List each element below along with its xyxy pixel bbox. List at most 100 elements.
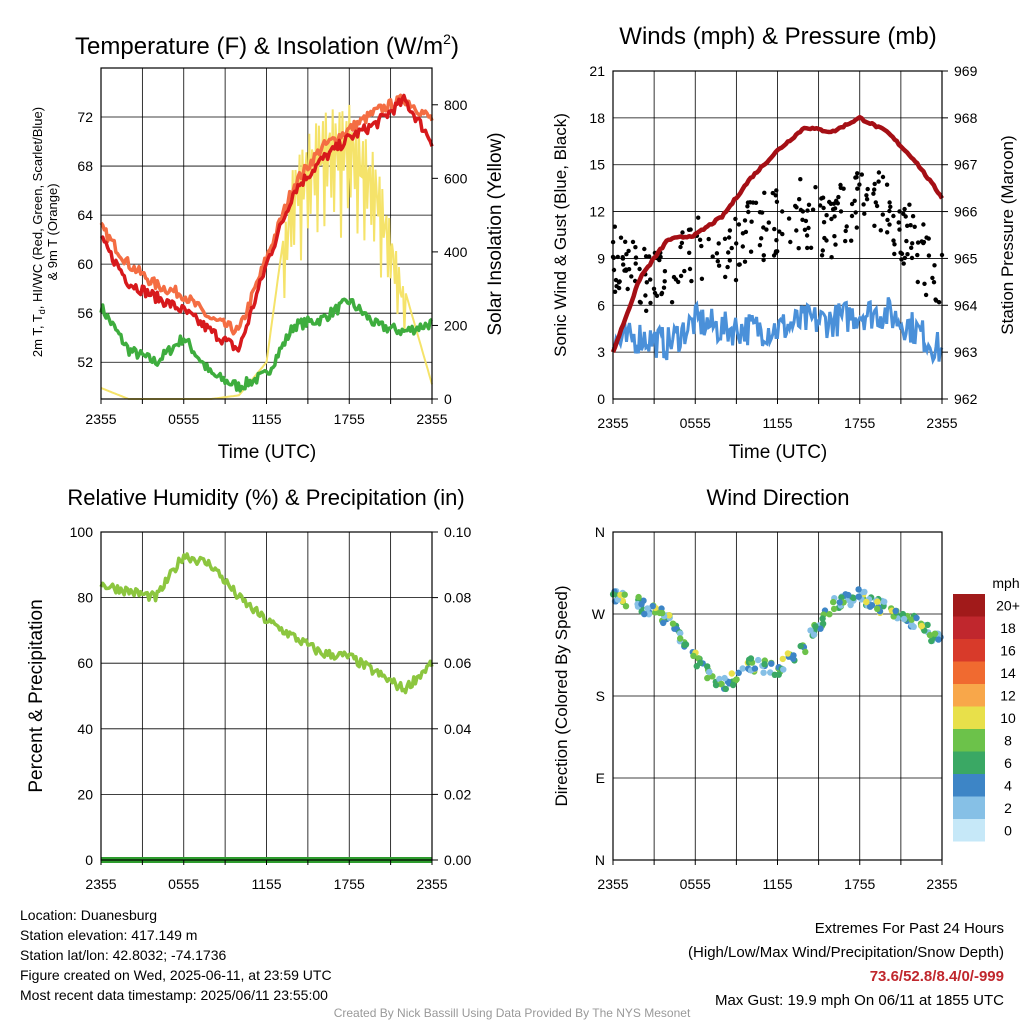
gust-point [832,214,837,219]
rh-line [99,552,434,695]
gust-point [749,219,754,224]
gust-point [896,220,901,225]
gust-point [849,238,854,243]
gust-point [808,245,814,250]
y-tick-label-right: 967 [954,157,978,173]
gust-point [853,210,858,215]
colorbar-swatch [953,684,985,707]
sonic-wind-line [611,296,944,365]
x-tick-label: 1755 [334,876,365,892]
y-tick-label-left: 9 [597,250,605,266]
gust-point [679,240,685,246]
gust-point [780,209,785,214]
direction-point [819,615,826,622]
direction-point [716,675,723,683]
y-tick-label-right: 963 [954,344,978,360]
gust-point [872,187,877,192]
gust-point [644,280,649,285]
gust-point [662,269,668,274]
gust-point [729,245,734,251]
colorbar-label: 10 [1000,710,1016,726]
y-tick-label-left: 52 [77,354,93,370]
x-tick-label: 1155 [762,876,792,892]
gust-point [710,254,715,259]
wind-direction-title: Wind Direction [706,485,849,510]
gust-point [910,241,915,246]
direction-point [830,598,837,606]
gust-point [887,200,892,205]
direction-point [790,655,797,662]
gust-point [871,191,876,196]
gust-point [714,251,720,256]
y-tick-label-right: 800 [444,97,468,113]
gust-point [727,258,732,263]
gust-point [743,229,749,235]
gust-point [633,245,638,250]
gust-point [788,239,793,245]
gust-point [922,281,927,286]
gust-point [637,266,642,272]
direction-point [913,614,920,622]
colorbar-label: 16 [1000,642,1016,658]
direction-point [779,655,786,663]
station-location: Location: Duanesburg [20,907,157,923]
gust-point [833,242,838,247]
gust-point [861,202,866,207]
gust-point [855,171,860,176]
gust-point [794,205,799,210]
y-tick-label-left: 15 [589,157,605,173]
gust-point [887,222,892,227]
gust-point [924,235,929,240]
gust-point [736,222,742,227]
gust-point [733,216,738,222]
gust-point [689,278,694,284]
gust-point [633,255,639,260]
gust-point [658,254,663,260]
gust-point [829,216,834,222]
gust-point [662,279,667,284]
gust-point [854,225,859,230]
direction-point [755,656,762,664]
gust-point [864,193,869,198]
direction-point [641,610,648,618]
gust-point [623,239,628,244]
direction-point [706,668,713,676]
direction-point [671,625,678,632]
rh-grid [100,531,433,861]
x-tick-label: 2355 [597,415,628,431]
gust-point [855,186,860,191]
temperature-panel: Temperature (F) & Insolation (W/m2) 52 56… [30,31,506,463]
direction-point [881,598,888,605]
gust-point [774,238,779,243]
gust-point [821,205,826,211]
gust-point [774,188,779,193]
temperature-xlabel: Time (UTC) [218,442,317,463]
direction-point [780,666,787,673]
gust-point [806,225,811,231]
direction-point [928,637,935,645]
direction-point [677,635,684,642]
direction-point [874,605,881,612]
gust-point [633,261,638,266]
gust-point [699,243,704,249]
gust-point [849,213,855,219]
direction-point [704,674,711,682]
temperature-title: Temperature (F) & Insolation (W/m2) [75,31,459,60]
direction-point [739,665,746,672]
direction-point [621,591,628,598]
gust-point [876,170,882,175]
winds-panel: Winds (mph) & Pressure (mb) 0 3 6 9 12 15 18 21… [551,23,1017,463]
y-tick-label-left: E [596,770,605,786]
direction-point [614,596,622,603]
gust-point [843,228,848,234]
direction-point [728,670,735,677]
winds-ticks: 0 3 6 9 12 15 18 21 962 963 964 965 966 967 968 969 2355… [589,63,977,431]
gust-point [696,215,701,220]
direction-point [850,594,857,602]
gust-point [907,202,912,207]
direction-point [810,631,818,638]
colorbar-swatch [953,661,985,684]
direction-point [722,685,729,693]
y-tick-label-right: 0.06 [444,655,471,671]
colorbar-swatch [953,594,985,617]
